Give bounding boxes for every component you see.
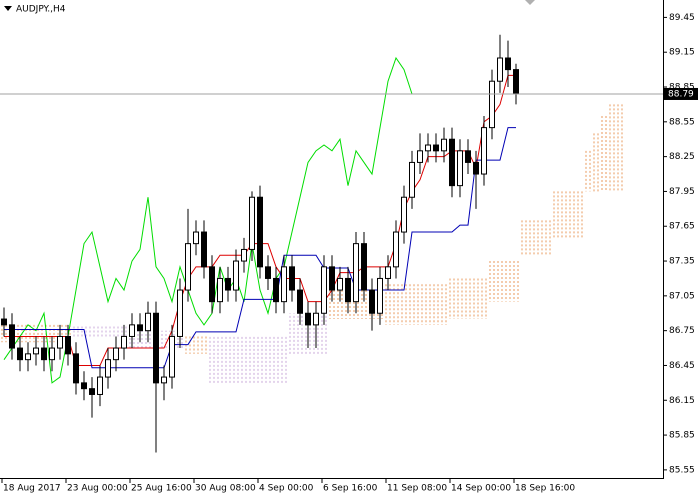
- candle-body: [177, 289, 183, 337]
- candle-body: [289, 266, 295, 291]
- current-price-box: [664, 87, 698, 100]
- candle-body: [249, 196, 255, 250]
- candle-body: [393, 231, 399, 268]
- candle-body: [489, 80, 495, 129]
- candle-body: [185, 243, 191, 291]
- x-tick-label: 23 Aug 00:00: [67, 484, 128, 494]
- y-tick-label: 87.65: [669, 222, 695, 232]
- candle-body: [33, 347, 39, 355]
- candle-body: [9, 324, 15, 349]
- candle-body: [369, 289, 375, 314]
- plot-area: [0, 34, 663, 453]
- candle-body: [305, 312, 311, 326]
- y-tick-label: 85.85: [669, 431, 695, 441]
- candle-body: [201, 231, 207, 268]
- candle-body: [241, 248, 247, 262]
- y-tick-label: 87.95: [669, 187, 695, 197]
- y-tick-label: 86.15: [669, 396, 695, 406]
- candle-body: [145, 312, 151, 332]
- x-tick-label: 14 Sep 00:00: [451, 484, 511, 494]
- candle-body: [337, 277, 343, 291]
- candle-body: [433, 144, 439, 152]
- candle-body: [137, 324, 143, 332]
- candle-body: [193, 231, 199, 245]
- y-tick-label: 89.15: [669, 48, 695, 58]
- candle-body: [113, 347, 119, 361]
- candle-body: [401, 196, 407, 233]
- x-tick-label: 18 Sep 16:00: [515, 484, 575, 494]
- candle-body: [441, 138, 447, 152]
- y-tick-label: 86.45: [669, 361, 695, 371]
- symbol-menu-icon[interactable]: [4, 6, 12, 11]
- candle-body: [153, 312, 159, 384]
- candle-body: [169, 335, 175, 378]
- current-price-label: 88.79: [668, 89, 694, 99]
- candle-body: [81, 382, 87, 390]
- candle-body: [129, 324, 135, 337]
- candle-body: [233, 260, 239, 291]
- candle-body: [161, 376, 167, 384]
- x-tick-label: 30 Aug 08:00: [195, 484, 256, 494]
- candle-body: [345, 277, 351, 303]
- chart-shift-marker[interactable]: [525, 0, 535, 5]
- candle-body: [65, 335, 71, 355]
- candle-body: [89, 388, 95, 395]
- candle-body: [257, 196, 263, 268]
- candle-body: [377, 277, 383, 314]
- x-tick-label: 18 Aug 2017: [3, 484, 61, 494]
- indicator-line: [3, 56, 413, 384]
- y-tick-label: 88.55: [669, 117, 695, 127]
- candle-body: [313, 312, 319, 326]
- candle-body: [209, 266, 215, 303]
- candle-body: [105, 359, 111, 378]
- candle-body: [457, 150, 463, 187]
- candle-body: [385, 266, 391, 279]
- candle-body: [513, 69, 519, 95]
- x-tick-label: 6 Sep 16:00: [323, 484, 378, 494]
- y-tick-label: 86.75: [669, 326, 695, 336]
- x-tick-label: 4 Sep 00:00: [259, 484, 314, 494]
- candle-body: [425, 144, 431, 152]
- y-tick-label: 87.35: [669, 257, 695, 267]
- candle-body: [121, 335, 127, 349]
- candle-body: [57, 335, 63, 349]
- candle-body: [265, 266, 271, 279]
- candle-body: [465, 150, 471, 163]
- candle-body: [481, 127, 487, 175]
- candle-body: [281, 266, 287, 303]
- y-tick-label: 85.55: [669, 465, 695, 475]
- candle-body: [41, 347, 47, 361]
- candle-body: [97, 376, 103, 395]
- candle-body: [73, 353, 79, 384]
- candle-body: [417, 150, 423, 163]
- candle-body: [217, 277, 223, 303]
- candle-body: [409, 161, 415, 198]
- candle-body: [297, 289, 303, 314]
- candle-body: [353, 243, 359, 303]
- candle-body: [329, 266, 335, 291]
- y-tick-label: 87.05: [669, 291, 695, 301]
- candle-body: [225, 277, 231, 291]
- candle-body: [273, 277, 279, 303]
- chart-title: AUDJPY.,H4: [16, 5, 66, 15]
- candle-body: [25, 353, 31, 361]
- candle-body: [49, 347, 55, 361]
- candle-body: [473, 161, 479, 175]
- x-tick-label: 11 Sep 08:00: [387, 484, 447, 494]
- y-tick-label: 88.25: [669, 152, 695, 162]
- candle-body: [321, 266, 327, 314]
- x-tick-label: 25 Aug 16:00: [131, 484, 192, 494]
- candle-body: [1, 318, 7, 326]
- indicator-line: [4, 127, 516, 369]
- candle-body: [497, 57, 503, 82]
- candle-body: [505, 57, 511, 71]
- candle-body: [361, 243, 367, 291]
- y-tick-label: 88.85: [669, 83, 695, 93]
- candle-body: [449, 138, 455, 187]
- candle-body: [17, 347, 23, 361]
- y-tick-label: 89.45: [669, 13, 695, 23]
